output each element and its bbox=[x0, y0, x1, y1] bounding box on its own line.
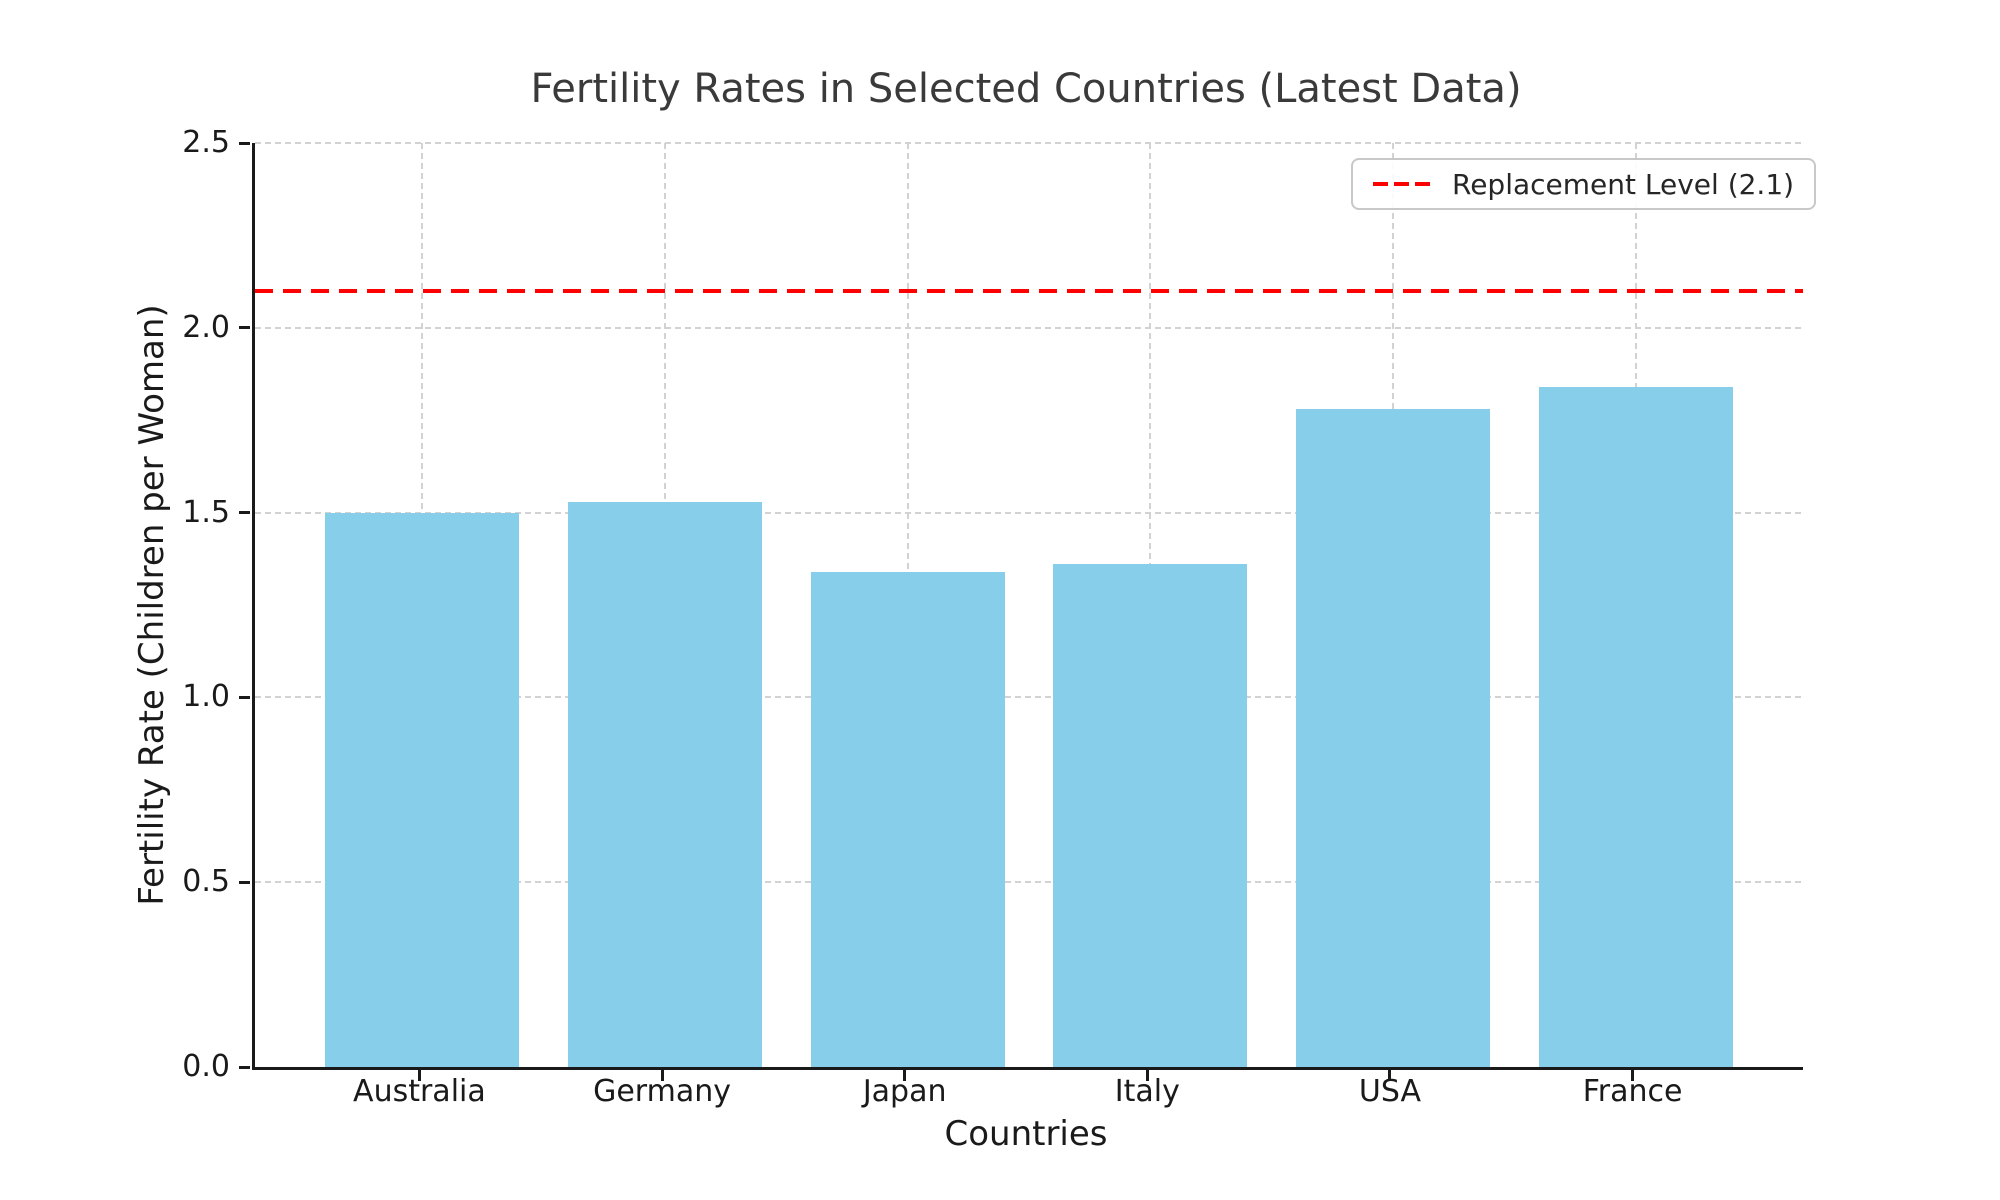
x-tick-label: Germany bbox=[593, 1074, 731, 1109]
legend: Replacement Level (2.1) bbox=[1351, 158, 1817, 210]
y-tick-label: 1.5 bbox=[182, 494, 230, 530]
x-axis-tick bbox=[417, 1070, 421, 1081]
y-tick-label: 0.5 bbox=[182, 864, 230, 900]
y-axis-tick bbox=[239, 695, 250, 699]
y-tick-label: 0.0 bbox=[182, 1049, 230, 1084]
x-tick-label: USA bbox=[1358, 1074, 1421, 1109]
y-tick-label: 1.0 bbox=[182, 679, 230, 715]
x-tick-label: Japan bbox=[862, 1074, 947, 1109]
x-tick-label: Australia bbox=[353, 1074, 486, 1109]
legend-dashed-line-sample bbox=[1373, 181, 1430, 187]
y-axis-tick bbox=[239, 880, 250, 884]
bar-germany bbox=[567, 501, 763, 1067]
y-axis-tick bbox=[239, 1065, 250, 1069]
bar-japan bbox=[810, 571, 1005, 1067]
x-tick-label: Italy bbox=[1114, 1074, 1180, 1109]
bar-australia bbox=[325, 512, 520, 1067]
x-axis-tick bbox=[1145, 1070, 1149, 1081]
bars-layer bbox=[255, 143, 1803, 1067]
bar-italy bbox=[1053, 564, 1248, 1067]
x-axis-tick bbox=[1631, 1070, 1635, 1081]
bar-france bbox=[1538, 386, 1733, 1067]
replacement-level-line bbox=[255, 288, 1803, 294]
gridline-horizontal bbox=[255, 696, 1803, 699]
x-axis-tick bbox=[1388, 1070, 1392, 1081]
y-axis-tick bbox=[239, 141, 250, 145]
y-axis-label: Fertility Rate (Children per Woman) bbox=[132, 304, 172, 906]
y-axis-tick bbox=[239, 511, 250, 515]
y-tick-label: 2.0 bbox=[182, 309, 230, 345]
gridline-horizontal bbox=[255, 326, 1803, 329]
x-axis-tick bbox=[903, 1070, 907, 1081]
plot-area: Replacement Level (2.1) bbox=[252, 142, 1817, 1070]
x-axis-tick bbox=[660, 1070, 664, 1081]
gridline-horizontal bbox=[255, 881, 1803, 884]
gridline-horizontal bbox=[255, 511, 1803, 514]
legend-label: Replacement Level (2.1) bbox=[1452, 167, 1795, 201]
y-tick-label: 2.5 bbox=[182, 125, 230, 160]
x-tick-label: France bbox=[1582, 1074, 1683, 1109]
y-axis-tick bbox=[239, 326, 250, 330]
gridline-horizontal bbox=[255, 142, 1803, 144]
bar-usa bbox=[1295, 409, 1490, 1067]
x-axis-label: Countries bbox=[944, 1114, 1108, 1154]
chart-title: Fertility Rates in Selected Countries (L… bbox=[530, 66, 1522, 112]
